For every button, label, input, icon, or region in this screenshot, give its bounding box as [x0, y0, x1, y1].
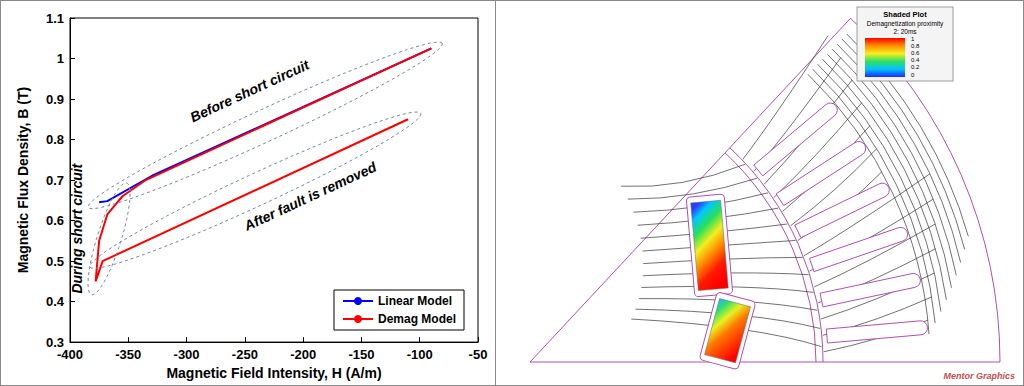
svg-text:0.8: 0.8 — [46, 132, 64, 147]
svg-text:-250: -250 — [232, 347, 258, 362]
svg-text:1: 1 — [57, 51, 64, 66]
svg-text:Before short circuit: Before short circuit — [188, 56, 313, 125]
svg-text:-200: -200 — [290, 347, 316, 362]
svg-text:After fault is removed: After fault is removed — [241, 159, 379, 235]
svg-text:0.3: 0.3 — [45, 334, 64, 350]
svg-text:Demag Model: Demag Model — [378, 312, 456, 326]
svg-text:0.2: 0.2 — [911, 64, 920, 70]
svg-text:-350: -350 — [115, 347, 141, 362]
svg-text:-150: -150 — [348, 347, 374, 362]
svg-text:0.4: 0.4 — [911, 57, 920, 63]
svg-text:Mentor Graphics: Mentor Graphics — [943, 371, 1015, 381]
svg-text:1.1: 1.1 — [46, 11, 64, 26]
svg-text:-100: -100 — [407, 347, 433, 362]
svg-text:0.7: 0.7 — [46, 173, 64, 188]
svg-text:Demagnetization proximity: Demagnetization proximity — [867, 20, 944, 28]
svg-text:0.4: 0.4 — [46, 294, 65, 309]
svg-text:Magnetic Flux Density, B (T): Magnetic Flux Density, B (T) — [15, 87, 31, 273]
svg-text:1: 1 — [911, 36, 915, 42]
svg-text:0.6: 0.6 — [46, 213, 64, 228]
svg-text:Linear Model: Linear Model — [378, 294, 452, 308]
svg-text:0.6: 0.6 — [911, 50, 920, 56]
svg-text:-400: -400 — [57, 347, 83, 362]
svg-text:-50: -50 — [469, 347, 488, 362]
svg-text:During short circuit: During short circuit — [69, 162, 85, 293]
svg-text:Magnetic Field Intensity, H (A: Magnetic Field Intensity, H (A/m) — [166, 365, 381, 381]
svg-text:0: 0 — [911, 72, 915, 78]
svg-text:2: 20ms: 2: 20ms — [893, 28, 917, 35]
svg-text:Shaded Plot: Shaded Plot — [883, 10, 927, 19]
svg-text:-300: -300 — [174, 347, 200, 362]
svg-text:0.8: 0.8 — [911, 43, 920, 49]
svg-text:0.5: 0.5 — [46, 254, 64, 269]
svg-text:0.9: 0.9 — [46, 92, 64, 107]
